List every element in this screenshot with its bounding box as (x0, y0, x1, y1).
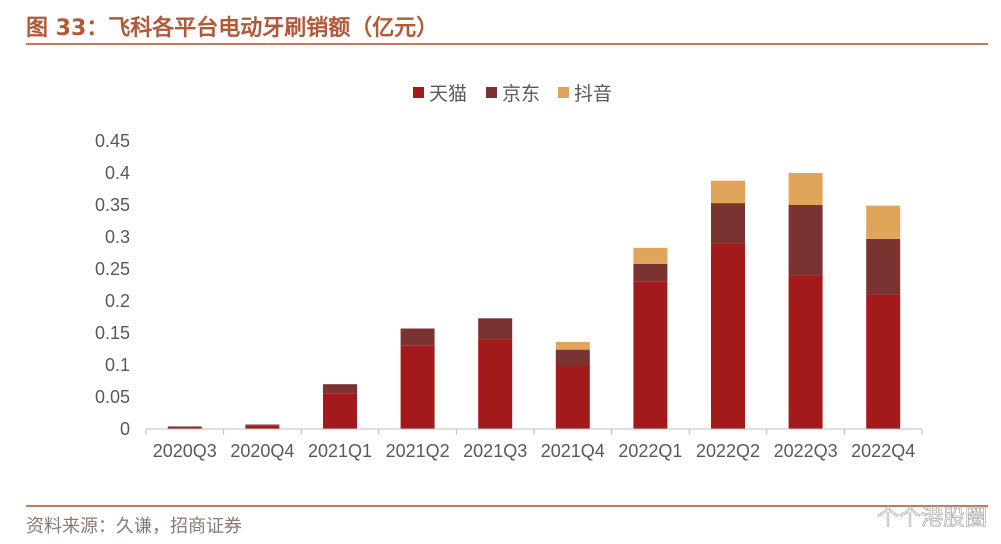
source-note: 资料来源：久谦，招商证券 (26, 516, 242, 537)
bar-segment (711, 243, 745, 429)
bar-segment (400, 328, 435, 346)
y-tick-label: 0.15 (95, 323, 130, 343)
bar-segment (788, 173, 823, 205)
bars (167, 173, 901, 429)
bar-segment (323, 384, 357, 394)
bar-segment (245, 424, 280, 426)
bar-segment (711, 203, 745, 244)
figure-title: 图 33：飞科各平台电动牙刷销额（亿元） (26, 16, 439, 41)
bar-segment (866, 238, 901, 295)
y-tick-label: 0.2 (105, 291, 130, 311)
bar-segment (245, 425, 280, 429)
x-tick-label: 2020Q3 (153, 441, 217, 461)
legend: 天猫 京东 抖音 (413, 83, 612, 105)
x-tick-label: 2022Q4 (851, 441, 915, 461)
legend-swatch (558, 87, 569, 98)
bar-segment (167, 427, 202, 429)
footer-divider (26, 505, 988, 507)
y-tick-label: 0.1 (105, 355, 130, 375)
bar-segment (555, 341, 590, 350)
bar-segment (555, 365, 590, 429)
title-divider (26, 43, 988, 45)
y-tick-label: 0.45 (95, 131, 130, 151)
bar-segment (866, 205, 901, 239)
x-tick-label: 2022Q2 (696, 441, 760, 461)
y-tick-label: 0.05 (95, 387, 130, 407)
watermark: 个个港股圈 (876, 506, 988, 532)
y-tick-label: 0 (120, 419, 130, 439)
bar-segment (555, 349, 590, 365)
x-axis: 2020Q3 2020Q4 2021Q1 2021Q2 2021Q3 2021Q4 2022… (145, 428, 923, 461)
legend-label: 抖音 (574, 83, 612, 105)
bar-segment (323, 393, 357, 429)
bar-segment (400, 345, 435, 429)
bar-segment (167, 426, 202, 428)
bar-segment (866, 294, 901, 429)
bar-segment (478, 339, 513, 429)
bar-segment (633, 247, 668, 264)
y-tick-label: 0.35 (95, 195, 130, 215)
bar-segment (788, 275, 823, 429)
x-tick-label: 2022Q1 (618, 441, 682, 461)
x-tick-label: 2021Q2 (386, 441, 450, 461)
x-tick-label: 2021Q4 (541, 441, 605, 461)
y-tick-label: 0.25 (95, 259, 130, 279)
y-tick-label: 0.4 (105, 163, 130, 183)
legend-label: 京东 (502, 83, 540, 105)
bar-segment (633, 281, 668, 429)
legend-swatch (486, 87, 497, 98)
bar-segment (633, 263, 668, 282)
x-tick-label: 2022Q3 (774, 441, 838, 461)
legend-swatch (413, 87, 424, 98)
x-tick-label: 2020Q4 (230, 441, 294, 461)
y-axis: 0 0.05 0.1 0.15 0.2 0.25 0.3 0.35 0.4 0.45 (95, 131, 130, 439)
y-tick-label: 0.3 (105, 227, 130, 247)
bar-segment (478, 318, 513, 340)
bar-segment (788, 205, 823, 276)
legend-label: 天猫 (429, 83, 467, 105)
x-tick-label: 2021Q3 (463, 441, 527, 461)
bar-segment (711, 180, 745, 204)
x-tick-label: 2021Q1 (308, 441, 372, 461)
